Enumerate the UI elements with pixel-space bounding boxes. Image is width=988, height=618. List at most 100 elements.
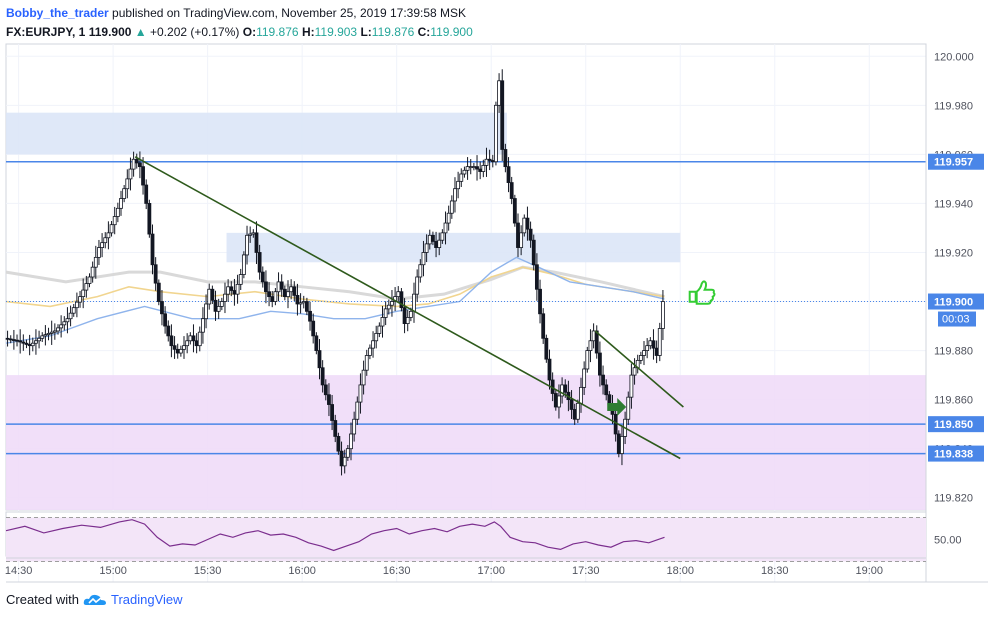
candle-body	[487, 158, 492, 161]
candle-body	[516, 222, 520, 248]
tradingview-cloud-icon	[83, 594, 106, 605]
candle-body	[323, 384, 328, 396]
candle-body	[232, 290, 237, 295]
candle-body	[629, 374, 634, 398]
candle-body	[462, 169, 467, 175]
candle-body	[591, 330, 596, 342]
last-price: 119.900	[88, 25, 132, 39]
current-price-label: 119.900	[934, 297, 973, 309]
author-link[interactable]: Bobby_the_trader	[6, 6, 109, 20]
candle-body	[490, 160, 495, 163]
candle-body	[241, 254, 246, 275]
candle-body	[468, 166, 473, 169]
candle-body	[295, 294, 300, 305]
symbol-label[interactable]: FX:EURJPY, 1	[6, 25, 86, 39]
level-price-label: 119.957	[934, 157, 973, 169]
candle-body	[648, 340, 653, 347]
candle-body	[465, 166, 470, 171]
candle-body	[330, 404, 334, 421]
rsi-line	[5, 519, 665, 552]
zone-1	[226, 232, 681, 263]
created-with-text: Created with	[6, 592, 79, 607]
price-tick-label: 119.920	[934, 247, 973, 259]
candle-body	[453, 188, 457, 202]
publish-line: Bobby_the_trader published on TradingVie…	[6, 4, 906, 23]
candle-body	[226, 286, 231, 295]
candle-body	[71, 307, 76, 314]
candle-body	[213, 299, 218, 312]
candle-body	[632, 367, 637, 376]
tradingview-brand[interactable]: TradingView	[110, 592, 183, 607]
candle-body	[377, 325, 382, 334]
candle-body	[522, 217, 527, 234]
candle-body	[276, 281, 281, 293]
candle-body	[598, 352, 602, 376]
change-arrow-icon: ▲	[134, 25, 147, 39]
candle-body	[238, 274, 243, 285]
candle-body	[620, 436, 624, 454]
candle-body	[604, 384, 609, 396]
candle-body	[166, 325, 171, 337]
ma-yellow-line	[5, 266, 665, 308]
current-price-tag	[928, 293, 984, 310]
candle-body	[503, 149, 508, 168]
candle-body	[582, 368, 587, 388]
candle-body	[434, 241, 438, 248]
candle-body	[119, 198, 123, 209]
candle-body	[52, 330, 57, 333]
candle-body	[62, 321, 67, 326]
candle-body	[8, 338, 13, 341]
candle-body	[229, 286, 234, 291]
candle-body	[34, 340, 38, 344]
candle-body	[304, 301, 309, 312]
candle-body	[494, 104, 498, 163]
candle-body	[87, 276, 92, 284]
candle-body	[547, 358, 552, 381]
candle-body	[150, 233, 155, 266]
chart-header: Bobby_the_trader published on TradingVie…	[6, 4, 906, 42]
candle-body	[18, 340, 23, 343]
candle-body	[661, 301, 665, 329]
candle-body	[575, 402, 580, 420]
candle-body	[169, 335, 174, 347]
candle-body	[204, 303, 208, 320]
candle-body	[235, 283, 240, 295]
countdown-tag	[938, 311, 976, 327]
candle-body	[358, 384, 363, 403]
candle-body	[456, 180, 461, 190]
candle-body	[459, 173, 464, 182]
high-value: 119.903	[314, 25, 358, 39]
candle-body	[264, 281, 268, 293]
level-price-tag	[928, 153, 984, 170]
candle-body	[642, 350, 646, 356]
open-value: 119.876	[256, 25, 299, 39]
candle-body	[128, 168, 133, 180]
candle-body	[43, 334, 48, 337]
candle-body	[553, 393, 558, 408]
candle-body	[386, 304, 391, 310]
time-tick-label: 16:00	[288, 565, 316, 577]
candle-body	[27, 344, 32, 347]
candle-body	[519, 232, 524, 248]
candle-body	[40, 335, 45, 339]
candle-body	[402, 307, 407, 325]
low-value: 119.876	[371, 25, 415, 39]
candle-body	[122, 188, 127, 199]
zone-0	[6, 112, 507, 155]
candle-body	[380, 317, 385, 327]
candle-body	[172, 345, 177, 350]
zone-2	[6, 375, 926, 510]
candle-body	[601, 374, 605, 386]
candle-body	[273, 291, 278, 302]
candle-body	[616, 433, 621, 454]
candle-body	[594, 330, 599, 354]
candle-body	[131, 158, 136, 170]
candle-body	[49, 331, 54, 334]
candle-body	[512, 198, 517, 224]
candle-body	[645, 345, 650, 351]
candle-body	[333, 420, 338, 437]
candle-body	[115, 207, 120, 217]
candle-body	[160, 301, 164, 315]
candle-body	[153, 264, 158, 284]
